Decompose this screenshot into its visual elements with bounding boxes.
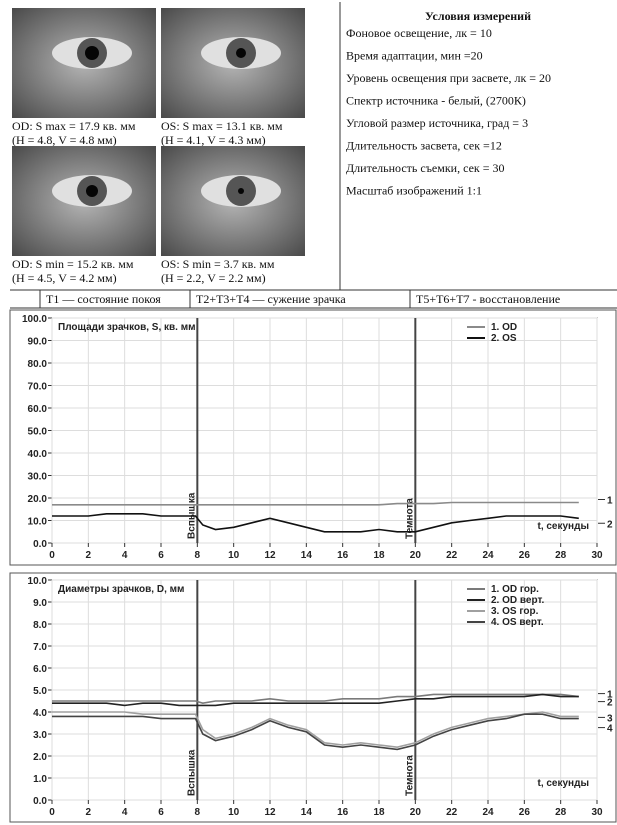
phase: T1 — состояние покоя (46, 292, 161, 306)
photo-caption: OS: S min = 3.7 кв. мм (161, 257, 275, 271)
x-tick-label: 30 (591, 550, 603, 561)
x-axis-label: t, секунды (537, 778, 589, 789)
y-tick-label: 50.0 (28, 427, 48, 438)
x-tick-label: 18 (373, 550, 385, 561)
x-tick-label: 2 (86, 807, 92, 818)
y-tick-label: 10.0 (28, 576, 48, 587)
pupil (238, 188, 244, 194)
phase: T5+T6+T7 - восстановление (416, 292, 560, 306)
series-end-label: 1 (607, 496, 613, 507)
y-tick-label: 8.0 (33, 620, 47, 631)
x-tick-label: 30 (591, 807, 603, 818)
x-tick-label: 26 (519, 807, 531, 818)
y-tick-label: 5.0 (33, 686, 47, 697)
x-tick-label: 0 (49, 550, 55, 561)
x-axis-label: t, секунды (537, 521, 589, 532)
conditions-title: Условия измерений (425, 9, 531, 23)
legend-label: 2. OS (491, 333, 517, 344)
chart-title: Площади зрачков, S, кв. мм (58, 322, 196, 333)
condition: Угловой размер источника, град = 3 (346, 116, 528, 130)
x-tick-label: 20 (410, 550, 422, 561)
x-tick-label: 4 (122, 807, 128, 818)
phase: T2+T3+T4 — сужение зрачка (196, 292, 346, 306)
x-tick-label: 16 (337, 807, 349, 818)
x-tick-label: 0 (49, 807, 55, 818)
page: OD: S max = 17.9 кв. мм(H = 4.8, V = 4.8… (0, 0, 617, 825)
y-tick-label: 90.0 (28, 337, 48, 348)
x-tick-label: 14 (301, 550, 313, 561)
y-tick-label: 60.0 (28, 404, 48, 415)
photo-caption: OS: S max = 13.1 кв. мм (161, 119, 283, 133)
condition: Фоновое освещение, лк = 10 (346, 26, 492, 40)
x-tick-label: 16 (337, 550, 349, 561)
y-tick-label: 9.0 (33, 598, 47, 609)
series-end-label: 2 (607, 698, 613, 709)
condition: Длительность засвета, сек =12 (346, 139, 502, 153)
y-tick-label: 100.0 (22, 314, 47, 325)
legend-label: 3. OS гор. (491, 606, 539, 617)
pupil (236, 48, 246, 58)
y-tick-label: 7.0 (33, 642, 47, 653)
y-tick-label: 6.0 (33, 664, 47, 675)
condition: Спектр источника - белый, (2700К) (346, 94, 526, 108)
legend-label: 2. OD верт. (491, 595, 544, 606)
legend-label: 4. OS верт. (491, 617, 544, 628)
y-tick-label: 4.0 (33, 708, 47, 719)
legend-label: 1. OD (491, 322, 517, 333)
x-tick-label: 20 (410, 807, 422, 818)
x-tick-label: 8 (195, 550, 201, 561)
x-tick-label: 4 (122, 550, 128, 561)
photo-caption: OD: S max = 17.9 кв. мм (12, 119, 136, 133)
x-tick-label: 28 (555, 807, 567, 818)
condition: Время адаптации, мин =20 (346, 49, 483, 63)
event-label: Темнота (404, 755, 415, 796)
condition: Масштаб изображений 1:1 (346, 184, 482, 198)
x-tick-label: 2 (86, 550, 92, 561)
x-tick-label: 6 (158, 550, 164, 561)
photo-caption: (H = 4.5, V = 4.2 мм) (12, 271, 117, 285)
x-tick-label: 24 (482, 550, 494, 561)
y-tick-label: 3.0 (33, 730, 47, 741)
y-tick-label: 70.0 (28, 382, 48, 393)
series-end-label: 2 (607, 519, 613, 530)
condition: Уровень освещения при засвете, лк = 20 (346, 71, 551, 85)
y-tick-label: 2.0 (33, 752, 47, 763)
y-tick-label: 20.0 (28, 494, 48, 505)
y-tick-label: 10.0 (28, 517, 48, 528)
photo-caption: OD: S min = 15.2 кв. мм (12, 257, 134, 271)
chart: 0.0 10.0 20.0 30.0 40.0 50.0 60.0 70.0 80.0 90.0 1… (10, 310, 616, 565)
x-tick-label: 28 (555, 550, 567, 561)
photo-caption: (H = 4.1, V = 4.3 мм) (161, 133, 266, 147)
x-tick-label: 22 (446, 807, 458, 818)
y-tick-label: 80.0 (28, 359, 48, 370)
pupil (85, 46, 99, 60)
x-tick-label: 22 (446, 550, 458, 561)
x-tick-label: 10 (228, 807, 240, 818)
x-tick-label: 12 (264, 807, 276, 818)
y-tick-label: 0.0 (33, 796, 47, 807)
pupil (86, 185, 98, 197)
x-tick-label: 8 (195, 807, 201, 818)
event-label: Вспышка (186, 749, 197, 796)
y-tick-label: 0.0 (33, 539, 47, 550)
y-tick-label: 40.0 (28, 449, 48, 460)
photo-caption: (H = 2.2, V = 2.2 мм) (161, 271, 266, 285)
photo-caption: (H = 4.8, V = 4.8 мм) (12, 133, 117, 147)
x-tick-label: 6 (158, 807, 164, 818)
x-tick-label: 18 (373, 807, 385, 818)
series-end-label: 4 (607, 724, 613, 735)
x-tick-label: 10 (228, 550, 240, 561)
legend-label: 1. OD гор. (491, 584, 539, 595)
chart-title: Диаметры зрачков, D, мм (58, 584, 184, 595)
x-tick-label: 26 (519, 550, 531, 561)
x-tick-label: 12 (264, 550, 276, 561)
y-tick-label: 30.0 (28, 472, 48, 483)
y-tick-label: 1.0 (33, 774, 47, 785)
x-tick-label: 14 (301, 807, 313, 818)
condition: Длительность съемки, сек = 30 (346, 161, 505, 175)
x-tick-label: 24 (482, 807, 494, 818)
